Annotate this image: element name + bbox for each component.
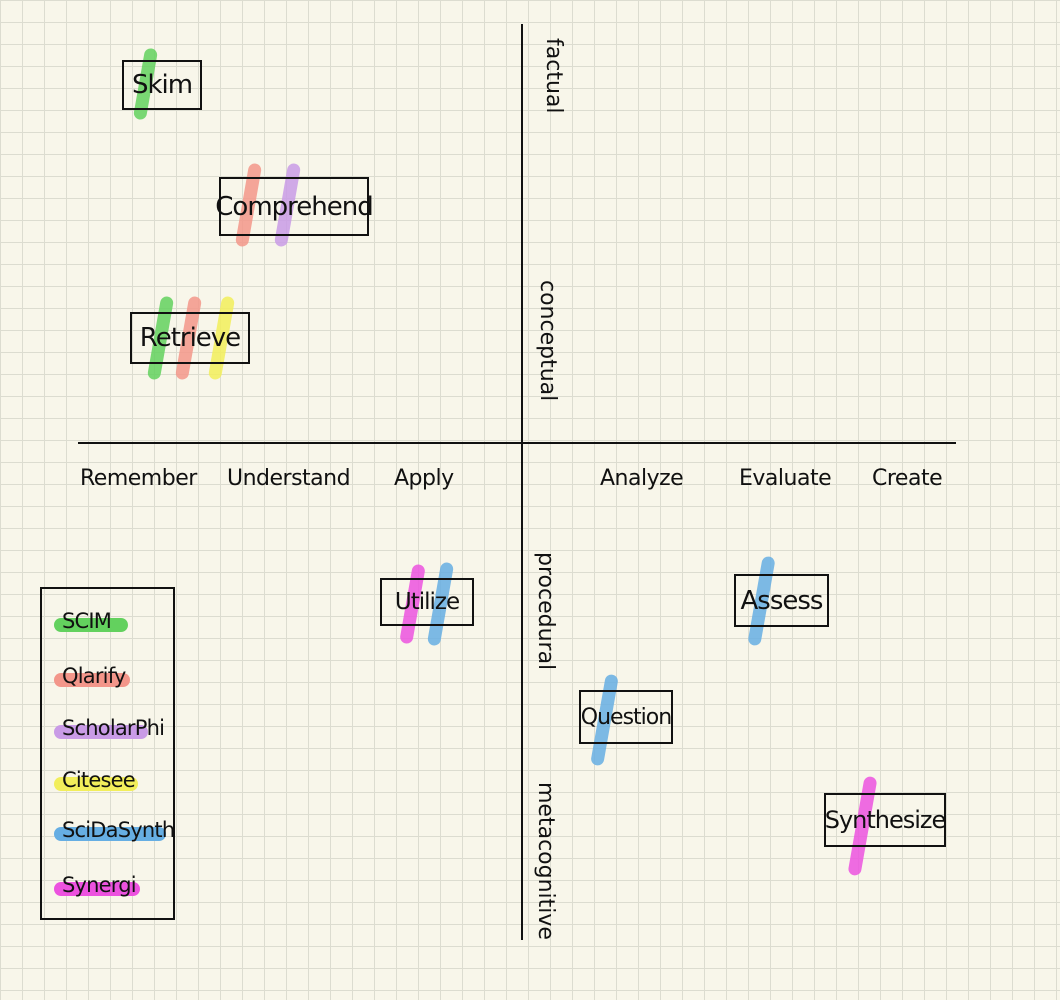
legend-label: SCIM	[62, 609, 112, 633]
activity-synthesize-label: Synthesize	[824, 806, 947, 834]
level-evaluate: Evaluate	[739, 466, 832, 491]
level-apply: Apply	[394, 466, 454, 491]
activity-utilize-label: Utilize	[394, 589, 460, 615]
legend-item-synergi: Synergi	[52, 873, 172, 903]
activity-comprehend: Comprehend	[215, 177, 374, 236]
activity-assess-label: Assess	[740, 585, 824, 616]
y-axis-line	[521, 24, 523, 940]
level-analyze: Analyze	[600, 466, 684, 491]
legend-label: Qlarify	[62, 664, 126, 688]
activity-skim: Skim	[122, 60, 202, 110]
legend-swatch-scidasynth	[54, 827, 166, 841]
level-remember: Remember	[80, 466, 197, 491]
level-create: Create	[872, 466, 943, 491]
dimension-conceptual: conceptual	[535, 280, 560, 402]
legend-label: Citesee	[62, 768, 136, 792]
legend-swatch-scholarphi	[54, 725, 148, 739]
legend-item-scidasynth: SciDaSynth	[52, 818, 175, 848]
activity-comprehend-label: Comprehend	[215, 191, 373, 222]
legend-item-qlarify: Qlarify	[52, 664, 172, 694]
legend-swatch-synergi	[54, 882, 140, 896]
legend-swatch-scim	[54, 618, 128, 632]
dimension-factual: factual	[541, 38, 566, 114]
level-understand: Understand	[227, 466, 351, 491]
activity-assess: Assess	[734, 574, 829, 627]
activity-skim-label: Skim	[131, 70, 193, 100]
legend-label: SciDaSynth	[62, 818, 175, 842]
x-axis-line	[78, 442, 956, 444]
legend-label: Synergi	[62, 873, 137, 897]
dimension-procedural: procedural	[533, 552, 558, 671]
legend-item-scim: SCIM	[52, 609, 172, 639]
dimension-metacognitive: metacognitive	[533, 782, 558, 940]
activity-retrieve: Retrieve	[130, 312, 250, 364]
legend-item-scholarphi: ScholarPhi	[52, 716, 172, 746]
activity-question: Question	[579, 690, 673, 744]
legend: SCIM Qlarify ScholarPhi Citesee SciDaSyn…	[40, 587, 175, 920]
activity-synthesize: Synthesize	[824, 793, 946, 847]
activity-utilize: Utilize	[380, 578, 474, 626]
legend-swatch-citesee	[54, 777, 138, 791]
legend-swatch-qlarify	[54, 673, 130, 687]
legend-item-citesee: Citesee	[52, 768, 172, 798]
activity-question-label: Question	[580, 704, 672, 730]
legend-label: ScholarPhi	[62, 716, 165, 740]
activity-retrieve-label: Retrieve	[139, 323, 241, 353]
